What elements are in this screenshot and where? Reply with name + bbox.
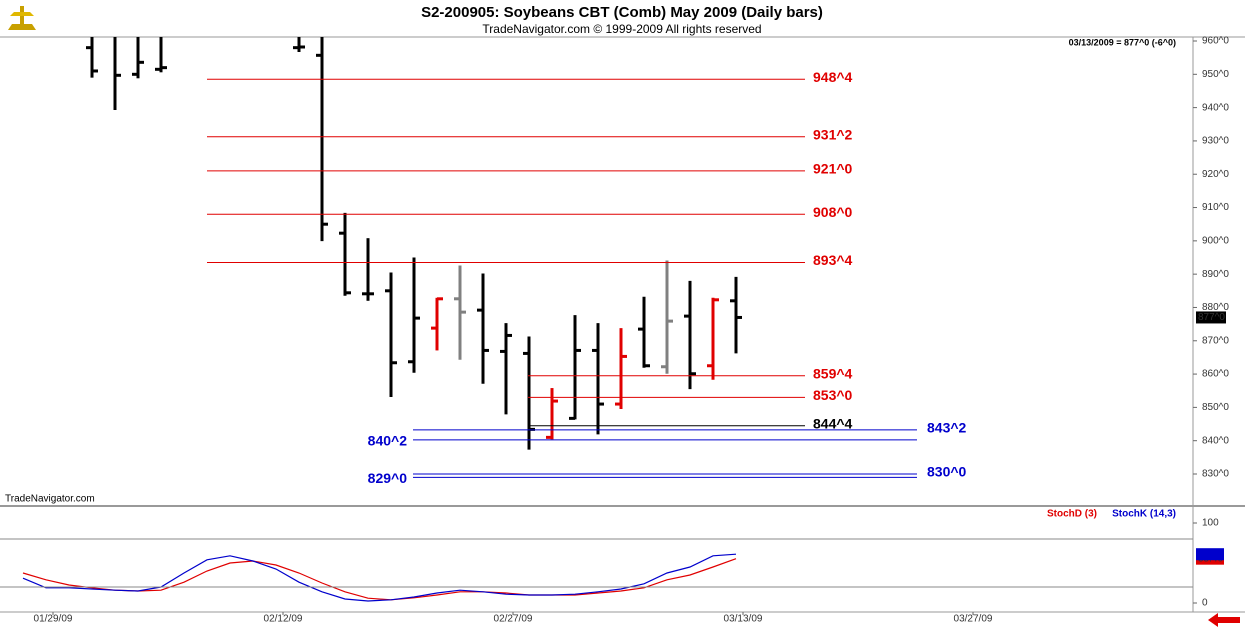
y-tick-label: 900^0 [1202, 235, 1229, 246]
chart-subtitle: TradeNavigator.com © 1999-2009 All right… [482, 22, 761, 36]
x-tick-label: 02/27/09 [494, 614, 533, 625]
level-label: 843^2 [927, 420, 967, 436]
y-tick-label: 910^0 [1202, 202, 1229, 213]
logo [8, 6, 36, 30]
x-tick-label: 02/12/09 [264, 614, 303, 625]
level-label: 893^4 [813, 252, 853, 268]
y-tick-label: 870^0 [1202, 335, 1229, 346]
y-tick-label: 960^0 [1202, 36, 1229, 47]
level-label: 853^0 [813, 387, 853, 403]
y-tick-label: 940^0 [1202, 102, 1229, 113]
level-label: 830^0 [927, 464, 967, 480]
level-label: 859^4 [813, 365, 853, 381]
y-tick-label: 890^0 [1202, 269, 1229, 280]
legend-entry: StochK (14,3) [1112, 509, 1176, 520]
watermark: TradeNavigator.com [5, 494, 95, 505]
price-plot [86, 37, 742, 450]
level-label: 948^4 [813, 69, 853, 85]
annotation: 03/13/2009 = 877^0 (-6^0) [1069, 37, 1176, 47]
last-price-box [1196, 311, 1226, 324]
legend-entry: StochD (3) [1047, 509, 1097, 520]
last-value-box [1196, 548, 1224, 561]
x-tick-label: 01/29/09 [34, 614, 73, 625]
y-tick-label: 930^0 [1202, 136, 1229, 147]
y-tick-label: 840^0 [1202, 435, 1229, 446]
level-label: 921^0 [813, 161, 853, 177]
level-label: 908^0 [813, 204, 853, 220]
chart-title: S2-200905: Soybeans CBT (Comb) May 2009 … [421, 4, 823, 21]
stoch-plot [22, 553, 737, 602]
level-label: 840^2 [368, 433, 408, 449]
level-label: 844^4 [813, 415, 853, 431]
y-tick-label: 860^0 [1202, 369, 1229, 380]
y-tick-label: 100 [1202, 518, 1219, 529]
y-tick-label: 0 [1202, 598, 1208, 609]
level-label: 931^2 [813, 126, 853, 142]
scroll-arrow[interactable] [1208, 613, 1240, 627]
y-tick-label: 920^0 [1202, 169, 1229, 180]
last-price-label: 877^0 [1198, 312, 1225, 323]
level-label: 829^0 [368, 470, 408, 486]
x-tick-label: 03/13/09 [724, 614, 763, 625]
y-tick-label: 830^0 [1202, 469, 1229, 480]
y-tick-label: 880^0 [1202, 302, 1229, 313]
x-tick-label: 03/27/09 [954, 614, 993, 625]
y-tick-label: 850^0 [1202, 402, 1229, 413]
y-tick-label: 950^0 [1202, 69, 1229, 80]
stoch-line [22, 553, 737, 602]
